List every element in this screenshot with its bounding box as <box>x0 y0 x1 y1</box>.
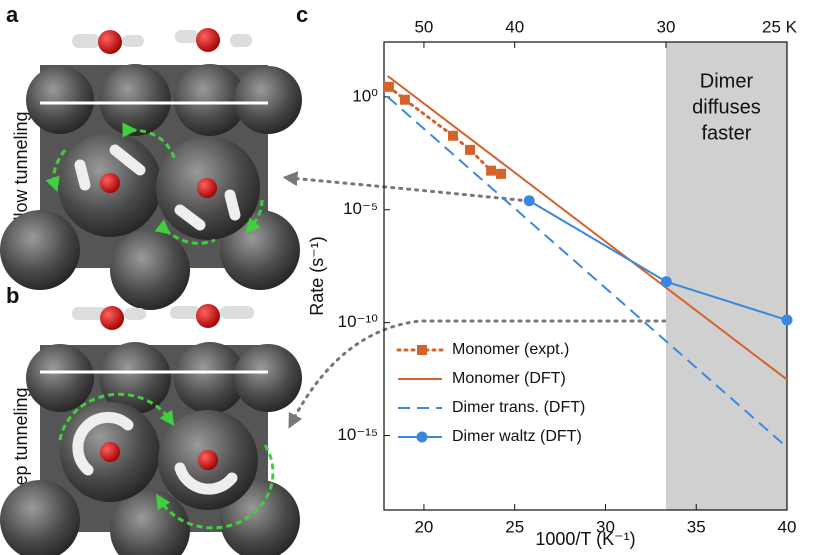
surface-top-row <box>26 64 302 136</box>
marker <box>486 165 497 176</box>
panel-label: b <box>6 283 19 308</box>
marker <box>417 345 427 355</box>
series-line <box>387 75 788 381</box>
marker <box>523 195 535 207</box>
legend-label: Dimer trans. (DFT) <box>452 399 585 416</box>
marker <box>447 130 458 141</box>
marker <box>399 94 410 105</box>
panel-label: a <box>6 2 19 27</box>
x-axis-label: 1000/T (K⁻¹) <box>535 529 635 549</box>
shaded-region <box>665 42 787 510</box>
legend-box <box>392 334 622 456</box>
panel-b: b Deep tunneling <box>0 283 302 555</box>
panel-label: c <box>296 2 308 27</box>
marker <box>416 431 428 443</box>
y-tick-label: 10⁻¹⁰ <box>338 312 379 331</box>
y-tick-label: 10⁻¹⁵ <box>337 425 378 444</box>
chart: c Dimer diffuses faster 20 25 30 35 40 50 40 30 25 K… <box>296 2 798 549</box>
top-tick-label: 30 <box>657 17 676 36</box>
top-tick-label: 50 <box>414 17 433 36</box>
panel-caption: Deep tunneling <box>11 387 31 508</box>
legend-label: Dimer waltz (DFT) <box>452 428 582 445</box>
surface-atoms <box>0 122 300 310</box>
molecules-side <box>72 304 254 330</box>
y-tick-label: 10⁻⁵ <box>343 199 378 218</box>
series-line <box>386 96 788 449</box>
x-tick-label: 20 <box>414 517 433 536</box>
legend-label: Monomer (expt.) <box>452 341 569 358</box>
legend-label: Monomer (DFT) <box>452 370 566 387</box>
top-tick-label: 25 K <box>762 17 798 36</box>
x-tick-label: 35 <box>687 517 706 536</box>
marker <box>383 81 394 92</box>
region-text: diffuses <box>692 96 761 118</box>
plot-frame <box>383 41 788 511</box>
marker <box>465 144 476 155</box>
y-axis-label: Rate (s⁻¹) <box>307 236 327 316</box>
top-tick-label: 40 <box>505 17 524 36</box>
marker <box>660 276 672 288</box>
annotation-arrow <box>282 171 531 203</box>
panel-a: a Shallow tunneling <box>0 2 302 310</box>
marker <box>781 314 793 326</box>
region-text: faster <box>701 122 751 144</box>
x-tick-label: 40 <box>778 517 797 536</box>
y-tick-label: 10⁰ <box>352 86 378 105</box>
x-tick-label: 25 <box>505 517 524 536</box>
marker <box>496 168 507 179</box>
region-text: Dimer <box>700 70 754 92</box>
molecules-side <box>72 28 252 54</box>
x-tick-label: 30 <box>596 517 615 536</box>
